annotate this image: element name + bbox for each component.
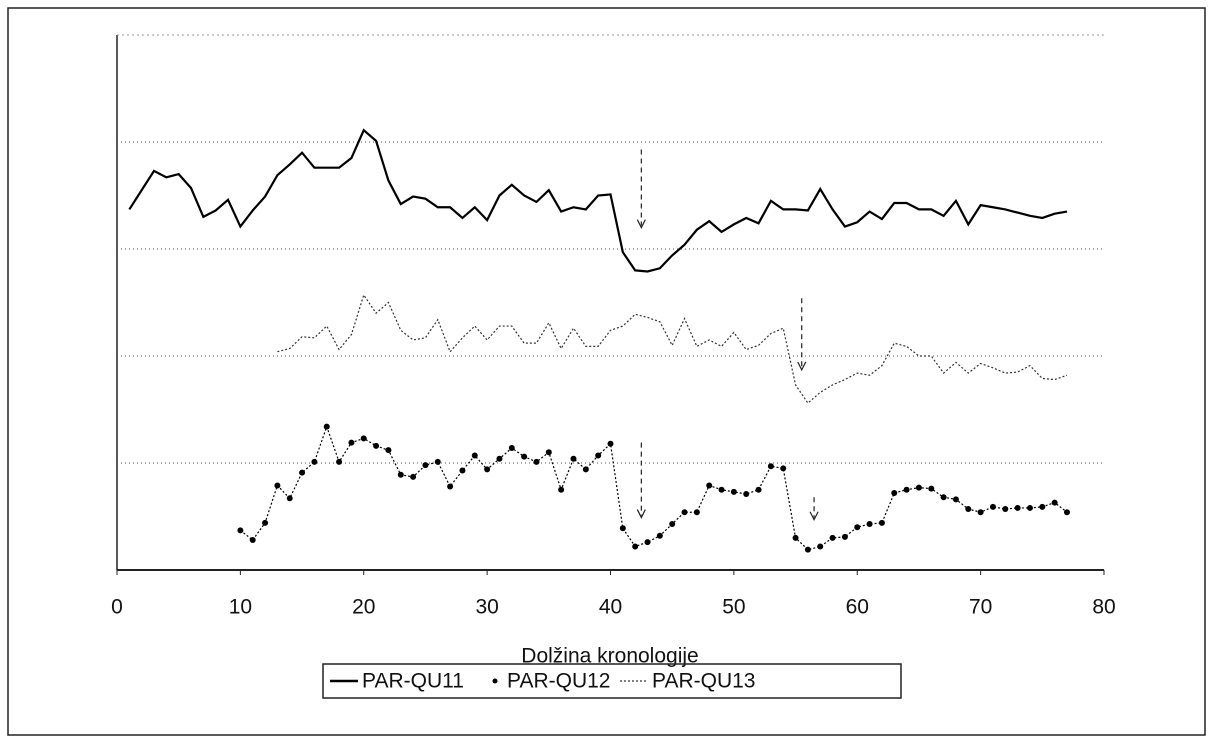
series-marker <box>928 485 935 492</box>
series-marker <box>323 423 330 430</box>
series-marker <box>1014 504 1021 511</box>
series-marker <box>681 509 688 516</box>
series-marker <box>422 462 429 469</box>
series-marker <box>817 543 824 550</box>
arrow-head <box>797 361 807 372</box>
legend-label: PAR-QU11 <box>362 670 464 693</box>
series-marker <box>743 491 750 498</box>
series-marker <box>829 534 836 541</box>
series-marker <box>878 519 885 526</box>
series-marker <box>545 449 552 456</box>
arrow-head <box>636 219 646 229</box>
series-marker <box>891 489 898 496</box>
legend-label: PAR-QU13 <box>652 670 755 693</box>
arrow-head <box>636 509 646 519</box>
series-marker <box>397 471 404 478</box>
x-tick-label: 80 <box>1092 596 1115 619</box>
series-marker <box>348 439 355 446</box>
x-axis-label: Dolžina kronologije <box>521 645 698 668</box>
series-marker <box>570 455 577 462</box>
series-line <box>277 293 1068 404</box>
series-marker <box>286 495 293 502</box>
series-marker <box>903 486 910 493</box>
x-tick-label: 50 <box>722 596 745 619</box>
series-marker <box>989 503 996 510</box>
series-marker <box>644 539 651 546</box>
series-marker <box>385 447 392 454</box>
frame <box>7 7 1206 736</box>
series-marker <box>447 483 454 490</box>
series-line <box>240 424 1068 551</box>
series-marker <box>311 458 318 465</box>
series-marker <box>940 494 947 501</box>
series-marker <box>373 442 380 449</box>
series-marker <box>1026 504 1033 511</box>
series-marker <box>410 473 417 480</box>
x-tick-label: 70 <box>969 596 992 619</box>
series-marker <box>669 520 676 527</box>
series-marker <box>1063 509 1070 516</box>
series-marker <box>471 452 478 459</box>
legend-label: PAR-QU12 <box>507 670 610 693</box>
series-marker <box>434 458 441 465</box>
series-marker <box>595 452 602 459</box>
series-marker <box>1051 499 1058 506</box>
series-marker <box>619 525 626 532</box>
series-marker <box>508 445 515 452</box>
series-marker <box>632 543 639 550</box>
series-marker <box>459 467 466 474</box>
series-marker <box>656 532 663 539</box>
series-marker <box>336 458 343 465</box>
series-marker <box>360 435 367 442</box>
series-marker <box>952 496 959 503</box>
x-tick-label: 10 <box>229 596 252 619</box>
series-marker <box>706 482 713 489</box>
series-marker <box>299 469 306 476</box>
series-marker <box>755 486 762 493</box>
x-tick-label: 20 <box>352 596 375 619</box>
x-tick-label: 0 <box>111 596 123 619</box>
series-marker <box>915 484 922 491</box>
series-marker <box>558 486 565 493</box>
series-marker <box>693 509 700 516</box>
series-marker <box>730 488 737 495</box>
legend-box <box>322 663 902 699</box>
series-marker <box>262 519 269 526</box>
series-marker <box>1039 503 1046 510</box>
series-marker <box>484 466 491 473</box>
series-marker <box>804 546 811 553</box>
series-marker <box>521 453 528 460</box>
series-marker <box>237 527 244 534</box>
x-tick-label: 40 <box>599 596 622 619</box>
series-marker <box>533 458 540 465</box>
series-marker <box>1002 506 1009 513</box>
series-marker <box>582 466 589 473</box>
series-marker <box>792 534 799 541</box>
series-marker <box>274 482 281 489</box>
series-marker <box>977 509 984 516</box>
series-marker <box>496 455 503 462</box>
series-marker <box>767 463 774 470</box>
series-marker <box>866 520 873 527</box>
arrow-head <box>809 511 819 522</box>
x-tick-label: 60 <box>846 596 869 619</box>
series-marker <box>607 440 614 447</box>
x-tick-label: 30 <box>475 596 498 619</box>
series-marker <box>780 465 787 472</box>
series-marker <box>718 486 725 493</box>
series-marker <box>965 506 972 513</box>
series-marker <box>249 537 256 544</box>
series-marker <box>841 533 848 540</box>
series-marker <box>854 524 861 531</box>
series-line <box>128 128 1068 273</box>
legend-swatch <box>492 678 498 684</box>
